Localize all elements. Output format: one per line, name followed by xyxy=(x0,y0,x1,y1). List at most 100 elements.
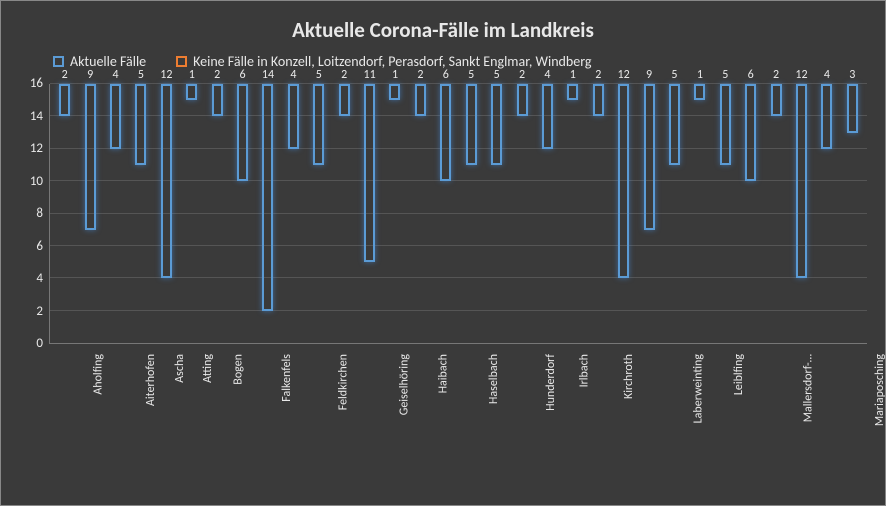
bar-value-label: 14 xyxy=(262,68,274,82)
bar-value-label: 1 xyxy=(392,68,398,82)
bar-value-label: 3 xyxy=(849,68,855,82)
bar-slot: 5 xyxy=(484,84,509,343)
bar-slot: 2 xyxy=(331,84,356,343)
bar-value-label: 2 xyxy=(519,68,525,82)
bar: 5 xyxy=(720,84,731,165)
bar: 6 xyxy=(745,84,756,181)
bar: 5 xyxy=(669,84,680,165)
bar: 12 xyxy=(796,84,807,278)
legend-item-1: Keine Fälle in Konzell, Loitzendorf, Per… xyxy=(176,53,591,70)
bar-value-label: 5 xyxy=(671,68,677,82)
bar: 5 xyxy=(491,84,502,165)
bar: 9 xyxy=(644,84,655,230)
bar: 2 xyxy=(593,84,604,116)
corona-bar-chart: Aktuelle Corona-Fälle im Landkreis Aktue… xyxy=(1,1,885,505)
bar-value-label: 9 xyxy=(87,68,93,82)
legend-swatch-0 xyxy=(53,56,64,67)
bar-slot: 14 xyxy=(255,84,280,343)
bar-slot: 4 xyxy=(535,84,560,343)
bar-slot: 5 xyxy=(713,84,738,343)
legend: Aktuelle Fälle Keine Fälle in Konzell, L… xyxy=(53,53,867,70)
bar-value-label: 1 xyxy=(697,68,703,82)
bar-value-label: 2 xyxy=(214,68,220,82)
bars: 2945121261445211126552412129515621243 xyxy=(50,84,867,343)
bar-slot: 2 xyxy=(509,84,534,343)
plot: 2945121261445211126552412129515621243 xyxy=(49,84,867,344)
bar: 4 xyxy=(542,84,553,149)
bar-value-label: 6 xyxy=(443,68,449,82)
bar-slot: 1 xyxy=(179,84,204,343)
bar-value-label: 4 xyxy=(544,68,550,82)
bar: 2 xyxy=(517,84,528,116)
plot-area: 0246810121416 29451212614452111265524121… xyxy=(19,84,867,344)
y-axis: 0246810121416 xyxy=(19,84,49,344)
bar: 2 xyxy=(212,84,223,116)
bar-slot: 4 xyxy=(814,84,839,343)
bar: 14 xyxy=(262,84,273,311)
bar-value-label: 5 xyxy=(494,68,500,82)
bar: 5 xyxy=(313,84,324,165)
bar-value-label: 1 xyxy=(189,68,195,82)
bar-value-label: 2 xyxy=(595,68,601,82)
bar: 2 xyxy=(59,84,70,116)
bar: 4 xyxy=(821,84,832,149)
bar-value-label: 5 xyxy=(138,68,144,82)
bar-slot: 5 xyxy=(306,84,331,343)
bar: 2 xyxy=(415,84,426,116)
bar-slot: 2 xyxy=(204,84,229,343)
bar-value-label: 11 xyxy=(363,68,375,82)
bar-slot: 2 xyxy=(408,84,433,343)
bar: 4 xyxy=(288,84,299,149)
bar-slot: 9 xyxy=(77,84,102,343)
bar: 11 xyxy=(364,84,375,262)
bar-slot: 5 xyxy=(662,84,687,343)
bar-slot: 12 xyxy=(611,84,636,343)
bar-value-label: 4 xyxy=(112,68,118,82)
bar-value-label: 2 xyxy=(773,68,779,82)
bar: 12 xyxy=(161,84,172,278)
bar: 1 xyxy=(694,84,705,100)
bar-slot: 2 xyxy=(763,84,788,343)
bar-value-label: 12 xyxy=(160,68,172,82)
bar-slot: 4 xyxy=(281,84,306,343)
bar-slot: 4 xyxy=(103,84,128,343)
bar-slot: 5 xyxy=(459,84,484,343)
bar: 2 xyxy=(771,84,782,116)
bar-value-label: 2 xyxy=(62,68,68,82)
bar: 1 xyxy=(186,84,197,100)
bar-value-label: 9 xyxy=(646,68,652,82)
bar-slot: 1 xyxy=(687,84,712,343)
bar: 5 xyxy=(135,84,146,165)
bar: 3 xyxy=(847,84,858,133)
bar-slot: 1 xyxy=(560,84,585,343)
legend-label-0: Aktuelle Fälle xyxy=(70,53,146,70)
bar: 5 xyxy=(466,84,477,165)
bar-slot: 11 xyxy=(357,84,382,343)
legend-swatch-1 xyxy=(176,56,187,67)
bar-value-label: 12 xyxy=(618,68,630,82)
bar-slot: 3 xyxy=(840,84,865,343)
bar-slot: 9 xyxy=(636,84,661,343)
bar: 1 xyxy=(567,84,578,100)
bar-slot: 6 xyxy=(738,84,763,343)
bar: 12 xyxy=(618,84,629,278)
bar-value-label: 4 xyxy=(290,68,296,82)
bar-value-label: 1 xyxy=(570,68,576,82)
bar-slot: 5 xyxy=(128,84,153,343)
bar-slot: 6 xyxy=(433,84,458,343)
bar-value-label: 12 xyxy=(795,68,807,82)
bar: 1 xyxy=(389,84,400,100)
bar-value-label: 2 xyxy=(417,68,423,82)
bar-value-label: 6 xyxy=(240,68,246,82)
bar-slot: 12 xyxy=(789,84,814,343)
bar-slot: 6 xyxy=(230,84,255,343)
bar-value-label: 2 xyxy=(341,68,347,82)
bar: 9 xyxy=(85,84,96,230)
bar-slot: 2 xyxy=(586,84,611,343)
x-axis: AholfingAiterhofenAschaAttingBogenFalken… xyxy=(49,344,867,348)
bar-slot: 12 xyxy=(154,84,179,343)
bar-value-label: 5 xyxy=(722,68,728,82)
bar-value-label: 4 xyxy=(824,68,830,82)
bar: 6 xyxy=(440,84,451,181)
bar-value-label: 5 xyxy=(468,68,474,82)
